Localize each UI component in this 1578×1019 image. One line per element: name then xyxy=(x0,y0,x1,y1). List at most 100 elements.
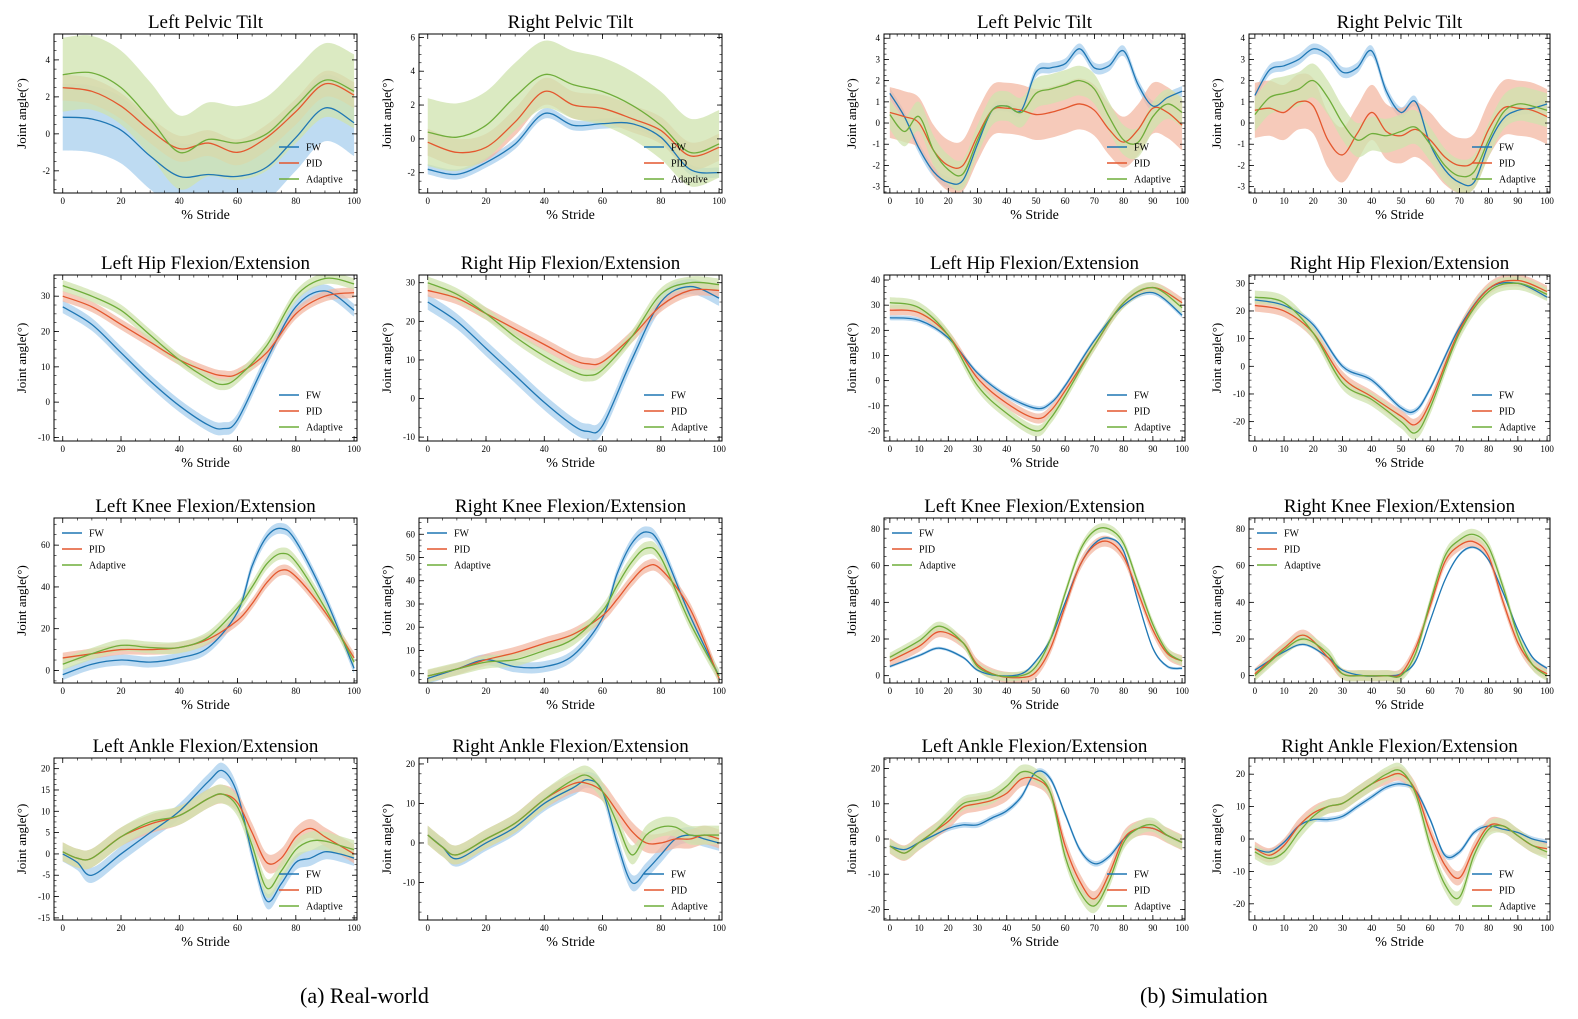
x-axis-label: % Stride xyxy=(546,208,595,223)
x-tick-label: 50 xyxy=(1396,923,1406,933)
y-tick-label: 10 xyxy=(1236,802,1246,812)
y-tick-label: 60 xyxy=(406,529,416,539)
y-tick-label: 10 xyxy=(406,645,416,655)
y-tick-label: 2 xyxy=(876,76,881,86)
legend-label-fw: FW xyxy=(1284,529,1300,540)
x-tick-label: 40 xyxy=(540,444,550,454)
x-tick-label: 90 xyxy=(1148,196,1158,206)
x-tick-label: 40 xyxy=(1002,923,1012,933)
x-tick-label: 80 xyxy=(1119,196,1129,206)
line-adaptive xyxy=(62,793,355,890)
x-tick-label: 80 xyxy=(656,196,666,206)
x-tick-label: 30 xyxy=(1338,686,1348,696)
x-tick-label: 100 xyxy=(1175,686,1189,696)
legend-label-fw: FW xyxy=(89,529,105,540)
x-tick-label: 40 xyxy=(1002,444,1012,454)
x-tick-label: 20 xyxy=(482,196,492,206)
x-tick-label: 70 xyxy=(1090,686,1100,696)
line-fw xyxy=(889,291,1183,410)
y-axis-label: Joint angle(°) xyxy=(14,323,29,394)
x-tick-label: 100 xyxy=(1540,444,1554,454)
y-axis-label: Joint angle(°) xyxy=(1209,565,1224,636)
y-tick-label: -2 xyxy=(43,166,51,176)
subplot-title: Right Ankle Flexion/Extension xyxy=(452,736,689,757)
y-tick-label: 20 xyxy=(406,316,416,326)
legend-label-fw: FW xyxy=(671,870,687,881)
legend-label-pid: PID xyxy=(454,545,470,556)
line-fw xyxy=(62,290,355,430)
x-axis-label: % Stride xyxy=(546,935,595,950)
line-adaptive xyxy=(62,552,355,665)
plot-area xyxy=(1254,762,1548,906)
x-tick-label: 70 xyxy=(1090,444,1100,454)
x-tick-label: 60 xyxy=(233,196,243,206)
subplot-13: 0 20 40 60 80 100 -10 0 10 20 Right Ankle Flexion/… xyxy=(379,736,726,950)
y-tick-label: 2 xyxy=(46,92,51,102)
x-tick-label: 20 xyxy=(117,444,127,454)
subplot-title: Left Knee Flexion/Extension xyxy=(95,496,316,517)
plot-area xyxy=(889,523,1183,683)
legend-label-fw: FW xyxy=(1499,143,1515,154)
line-fw xyxy=(889,537,1183,677)
legend-label-pid: PID xyxy=(671,886,687,897)
y-tick-label: 20 xyxy=(871,325,881,335)
x-tick-label: 40 xyxy=(1367,923,1377,933)
y-tick-label: 40 xyxy=(41,582,51,592)
x-tick-label: 0 xyxy=(425,686,430,696)
line-adaptive xyxy=(62,71,355,154)
y-tick-label: 20 xyxy=(406,759,416,769)
x-tick-label: 70 xyxy=(1455,923,1465,933)
y-tick-label: 30 xyxy=(41,291,51,301)
y-tick-label: 50 xyxy=(406,553,416,563)
x-tick-label: 10 xyxy=(1280,196,1290,206)
x-tick-label: 90 xyxy=(1513,444,1523,454)
x-tick-label: 20 xyxy=(944,444,954,454)
band-adaptive xyxy=(62,784,355,899)
x-tick-label: 0 xyxy=(1253,923,1258,933)
x-tick-label: 20 xyxy=(944,923,954,933)
y-tick-label: 0 xyxy=(46,397,51,407)
y-tick-label: 0 xyxy=(876,834,881,844)
y-tick-label: -10 xyxy=(1233,389,1245,399)
x-tick-label: 0 xyxy=(1253,196,1258,206)
x-tick-label: 40 xyxy=(175,444,185,454)
line-fw xyxy=(62,107,355,179)
subplot-10: 0 10 20 30 40 50 60 70 80 90 100 0 20 40 60 80 Left Knee… xyxy=(844,496,1189,713)
subplot-title: Right Pelvic Tilt xyxy=(508,12,634,33)
x-axis-label: % Stride xyxy=(1375,935,1424,950)
y-tick-label: 0 xyxy=(46,129,51,139)
y-tick-label: 1 xyxy=(876,97,881,107)
line-fw xyxy=(62,769,355,903)
legend-label-pid: PID xyxy=(306,407,322,418)
x-tick-label: 80 xyxy=(1119,444,1129,454)
y-tick-label: 10 xyxy=(406,798,416,808)
x-tick-label: 80 xyxy=(291,444,301,454)
y-axis-label: Joint angle(°) xyxy=(844,323,859,394)
x-axis-label: % Stride xyxy=(1375,208,1424,223)
y-tick-label: 20 xyxy=(871,634,881,644)
x-tick-label: 30 xyxy=(1338,444,1348,454)
plot-area xyxy=(427,765,720,892)
x-tick-label: 50 xyxy=(1031,196,1041,206)
plot-frame xyxy=(418,274,723,442)
x-tick-label: 20 xyxy=(482,444,492,454)
legend-label-pid: PID xyxy=(671,407,687,418)
legend-label-pid: PID xyxy=(1134,159,1150,170)
y-tick-label: 2 xyxy=(411,100,416,110)
line-fw xyxy=(889,48,1183,185)
band-pid xyxy=(427,77,720,170)
x-axis-label: % Stride xyxy=(181,208,230,223)
line-pid xyxy=(427,90,720,157)
y-tick-label: 30 xyxy=(406,278,416,288)
subplot-8: 0 20 40 60 80 100 0 20 40 60 Left Knee Flexion/Ext… xyxy=(14,496,361,713)
y-tick-label: -10 xyxy=(38,892,50,902)
x-axis-label: % Stride xyxy=(1375,456,1424,471)
line-adaptive xyxy=(427,73,720,154)
legend-label-pid: PID xyxy=(919,545,935,556)
legend-label-adaptive: Adaptive xyxy=(306,175,343,186)
x-tick-label: 70 xyxy=(1455,686,1465,696)
y-tick-label: 80 xyxy=(871,524,881,534)
band-pid xyxy=(889,282,1183,424)
legend-label-pid: PID xyxy=(1284,545,1300,556)
line-adaptive xyxy=(889,527,1183,678)
